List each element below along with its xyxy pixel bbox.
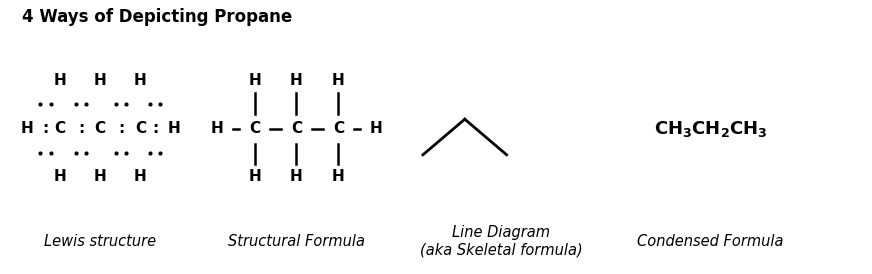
Text: H: H — [290, 169, 303, 184]
Text: H: H — [290, 73, 303, 88]
Text: :: : — [152, 121, 159, 136]
Text: Lewis structure: Lewis structure — [44, 234, 156, 249]
Text: H: H — [54, 169, 66, 184]
Text: Line Diagram
(aka Skeletal formula): Line Diagram (aka Skeletal formula) — [420, 225, 582, 257]
Text: $\mathbf{CH_3CH_2CH_3}$: $\mathbf{CH_3CH_2CH_3}$ — [654, 119, 767, 139]
Text: :: : — [78, 121, 85, 136]
Text: H: H — [134, 169, 146, 184]
Text: Condensed Formula: Condensed Formula — [637, 234, 784, 249]
Text: H: H — [94, 73, 106, 88]
Text: C: C — [291, 121, 302, 136]
Text: C: C — [95, 121, 106, 136]
Text: C: C — [333, 121, 344, 136]
Text: Structural Formula: Structural Formula — [228, 234, 365, 249]
Text: H: H — [167, 121, 180, 136]
Text: H: H — [249, 169, 261, 184]
Text: H: H — [94, 169, 106, 184]
Text: H: H — [21, 121, 33, 136]
Text: H: H — [134, 73, 146, 88]
Text: C: C — [249, 121, 260, 136]
Text: H: H — [332, 73, 344, 88]
Text: :: : — [118, 121, 125, 136]
Text: H: H — [211, 121, 223, 136]
Text: 4 Ways of Depicting Propane: 4 Ways of Depicting Propane — [22, 8, 292, 26]
Text: :: : — [42, 121, 49, 136]
Text: H: H — [249, 73, 261, 88]
Text: C: C — [55, 121, 65, 136]
Text: H: H — [54, 73, 66, 88]
Text: C: C — [135, 121, 146, 136]
Text: H: H — [332, 169, 344, 184]
Text: H: H — [370, 121, 382, 136]
